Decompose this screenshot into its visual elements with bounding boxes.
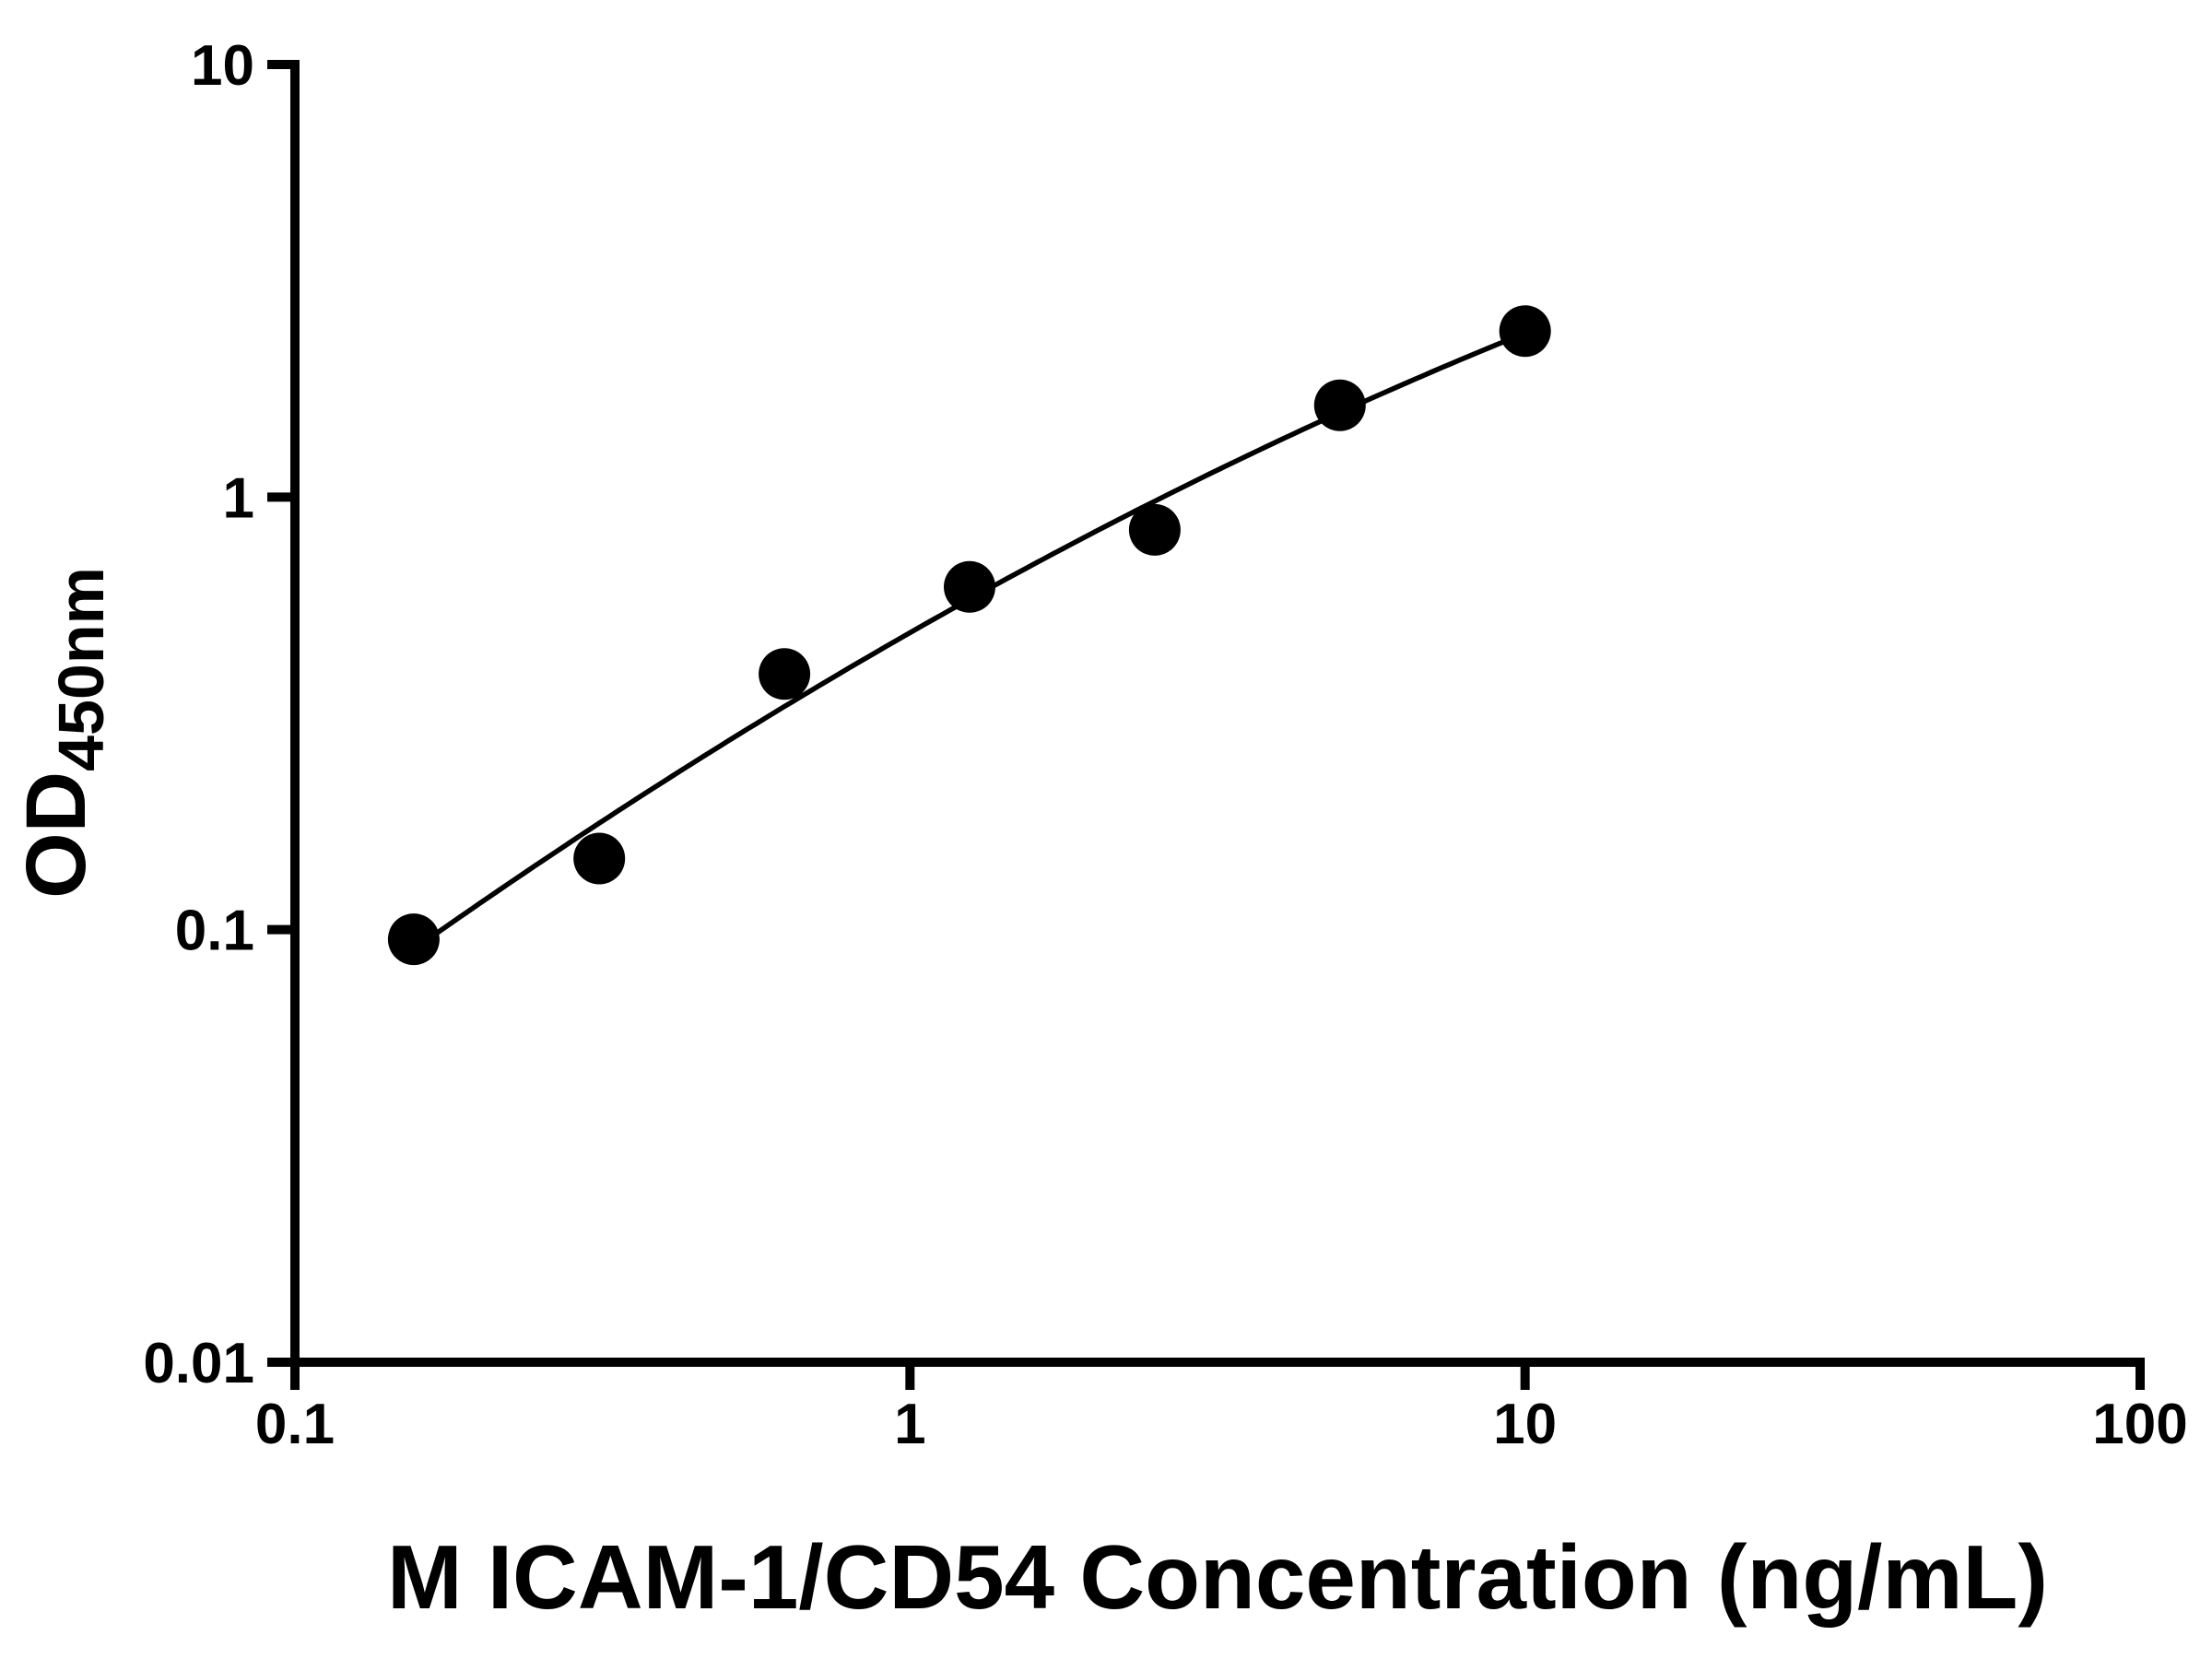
y-axis-title-subscript: 450nm (45, 567, 117, 771)
data-point (573, 832, 626, 885)
x-tick-label: 100 (2092, 1393, 2187, 1456)
y-axis-title: OD450nm (9, 567, 117, 899)
data-point (387, 913, 440, 966)
y-axis-title-main: OD (9, 771, 103, 899)
x-tick-label: 1 (894, 1393, 925, 1456)
x-tick-label: 10 (1493, 1393, 1557, 1456)
data-point (1313, 379, 1366, 431)
y-tick-label: 1 (223, 466, 254, 530)
y-tick-label: 0.01 (143, 1332, 254, 1395)
x-axis-title: M ICAM-1/CD54 Concentration (ng/mL) (386, 1526, 2049, 1628)
data-point (759, 648, 811, 700)
y-tick-label: 0.1 (175, 900, 254, 963)
data-point (1128, 503, 1181, 556)
axes (290, 60, 2145, 1367)
x-tick-label: 0.1 (255, 1393, 335, 1456)
data-point (1499, 305, 1551, 358)
y-tick-label: 10 (191, 34, 254, 98)
data-point (944, 560, 995, 613)
